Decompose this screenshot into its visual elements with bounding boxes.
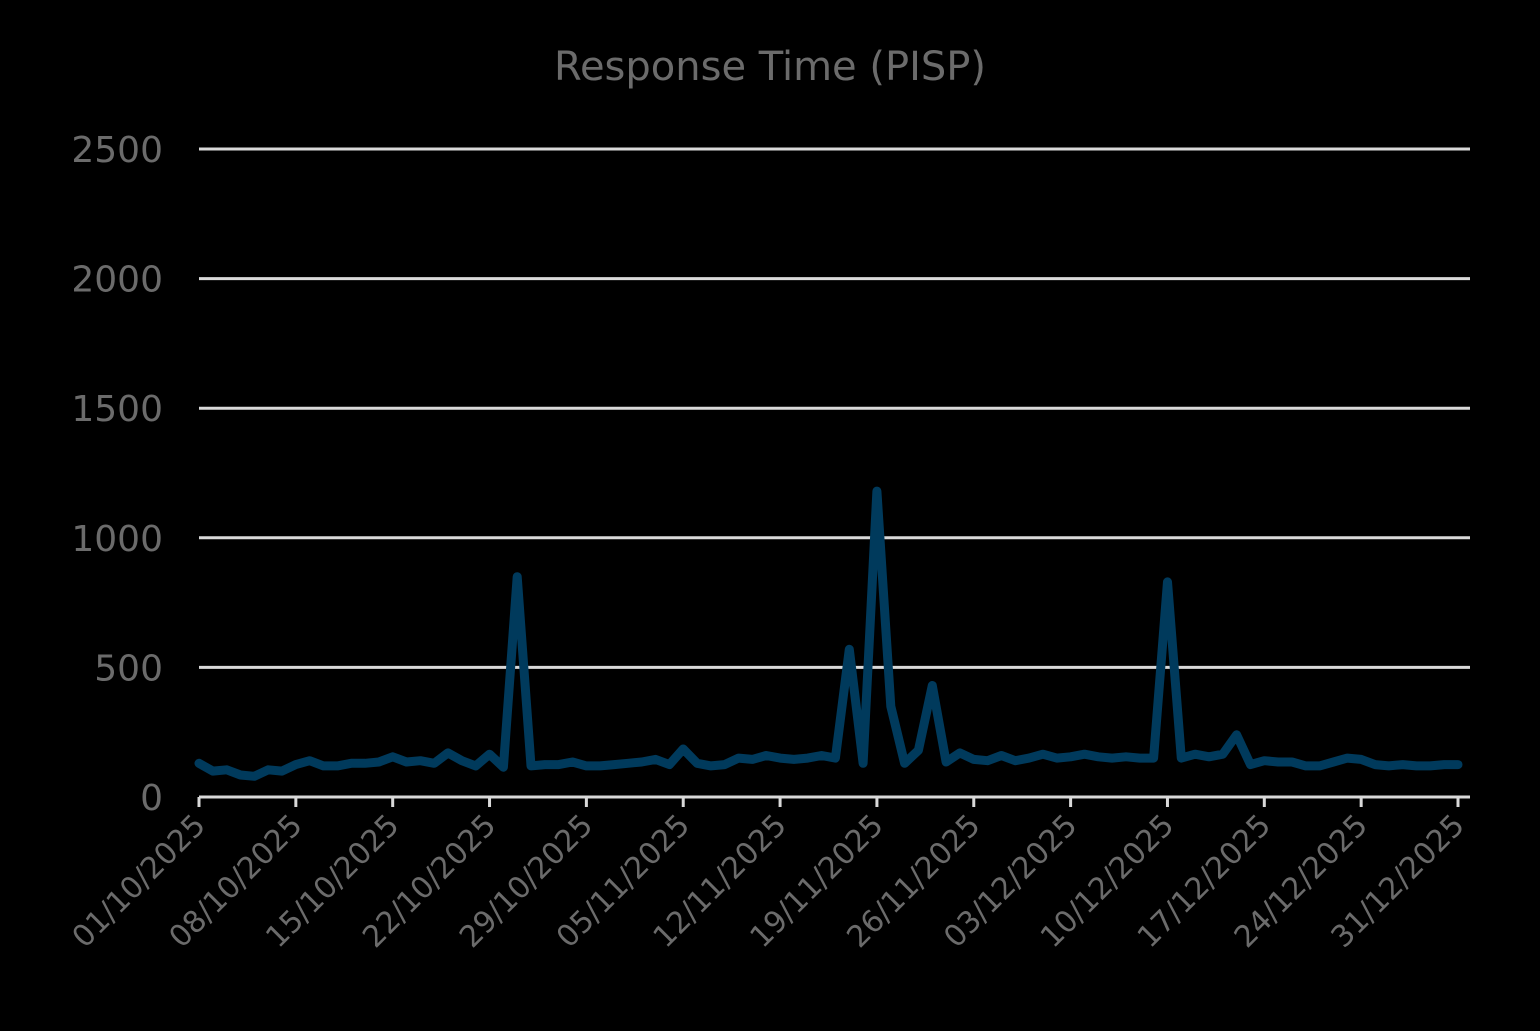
y-tick-label: 2000 xyxy=(71,260,163,301)
y-tick-label: 0 xyxy=(140,778,163,819)
series-line-response-time xyxy=(194,486,1463,781)
y-tick-label: 2500 xyxy=(71,130,163,171)
y-tick-label: 500 xyxy=(94,648,163,689)
gridlines xyxy=(199,147,1470,669)
y-tick-label: 1500 xyxy=(71,389,163,430)
x-axis: 01/10/202508/10/202515/10/202522/10/2025… xyxy=(66,795,1472,955)
y-axis-labels: 0 500 1000 1500 2000 2500 xyxy=(71,130,163,819)
chart-title: Response Time (PISP) xyxy=(554,44,986,90)
y-tick-label: 1000 xyxy=(71,519,163,560)
